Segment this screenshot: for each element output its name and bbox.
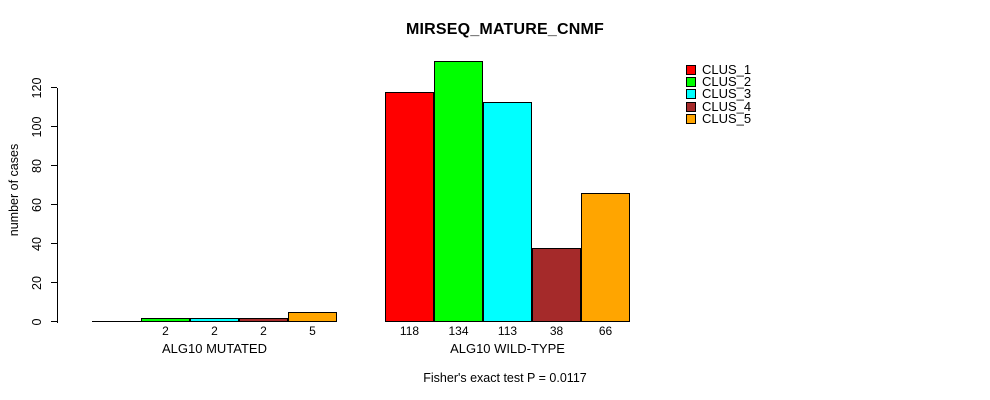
bar-value-label: 113 bbox=[497, 324, 518, 338]
y-tick-label: 120 bbox=[30, 77, 44, 99]
legend-item-clus_4: CLUS_4 bbox=[686, 98, 752, 114]
legend-item-clus_1: CLUS_1 bbox=[686, 62, 752, 78]
bar-clus_5-mutated bbox=[288, 312, 337, 322]
chart-title: MIRSEQ_MATURE_CNMF bbox=[406, 21, 604, 38]
bar-clus_2-mutated bbox=[141, 318, 190, 322]
bar-clus_1-wild-type bbox=[385, 92, 434, 322]
y-tick-mark bbox=[51, 204, 57, 205]
bar-value-label: 2 bbox=[211, 324, 218, 338]
bar-clus_3-mutated bbox=[190, 318, 239, 322]
y-tick-mark bbox=[51, 282, 57, 283]
bar-clus_4-wild-type bbox=[532, 248, 581, 322]
legend-label: CLUS_4 bbox=[702, 98, 752, 114]
y-tick-mark bbox=[51, 87, 57, 88]
y-tick-mark bbox=[51, 243, 57, 244]
legend-item-clus_5: CLUS_5 bbox=[686, 110, 752, 126]
bar-clus_4-mutated bbox=[239, 318, 288, 322]
bar-clus_2-wild-type bbox=[434, 61, 483, 322]
x-group-label: ALG10 MUTATED bbox=[162, 341, 267, 356]
bar-clus_3-wild-type bbox=[483, 102, 532, 322]
legend: CLUS_1 CLUS_2 CLUS_3 CLUS_4 CLUS_5 bbox=[686, 62, 752, 126]
bar-value-label: 134 bbox=[448, 324, 469, 338]
bar-value-label: 2 bbox=[162, 324, 169, 338]
legend-item-clus_2: CLUS_2 bbox=[686, 74, 752, 90]
legend-label: CLUS_5 bbox=[702, 110, 752, 126]
legend-swatch-clus_4 bbox=[686, 101, 696, 112]
y-tick-mark bbox=[51, 165, 57, 166]
legend-label: CLUS_1 bbox=[702, 62, 752, 78]
legend-label: CLUS_2 bbox=[702, 74, 752, 90]
bar-value-label: 66 bbox=[598, 324, 613, 338]
bar-clus_5-wild-type bbox=[581, 193, 630, 322]
legend-swatch-clus_2 bbox=[686, 77, 696, 88]
y-axis-label: number of cases bbox=[7, 143, 21, 237]
bar-value-label: 38 bbox=[549, 324, 564, 338]
legend-swatch-clus_3 bbox=[686, 89, 696, 100]
legend-label: CLUS_3 bbox=[702, 86, 752, 102]
x-group-label: ALG10 WILD-TYPE bbox=[450, 341, 565, 356]
y-tick-mark bbox=[51, 126, 57, 127]
legend-swatch-clus_1 bbox=[686, 65, 696, 76]
legend-swatch-clus_5 bbox=[686, 113, 696, 124]
bar-clus_1-mutated bbox=[92, 321, 141, 322]
bar-value-label: 5 bbox=[309, 324, 316, 338]
legend-item-clus_3: CLUS_3 bbox=[686, 86, 752, 102]
bar-value-label: 2 bbox=[260, 324, 267, 338]
bar-value-label: 118 bbox=[399, 324, 420, 338]
y-axis-line bbox=[57, 88, 58, 323]
annotation-text: Fisher's exact test P = 0.0117 bbox=[423, 371, 587, 385]
y-tick-mark bbox=[51, 321, 57, 322]
